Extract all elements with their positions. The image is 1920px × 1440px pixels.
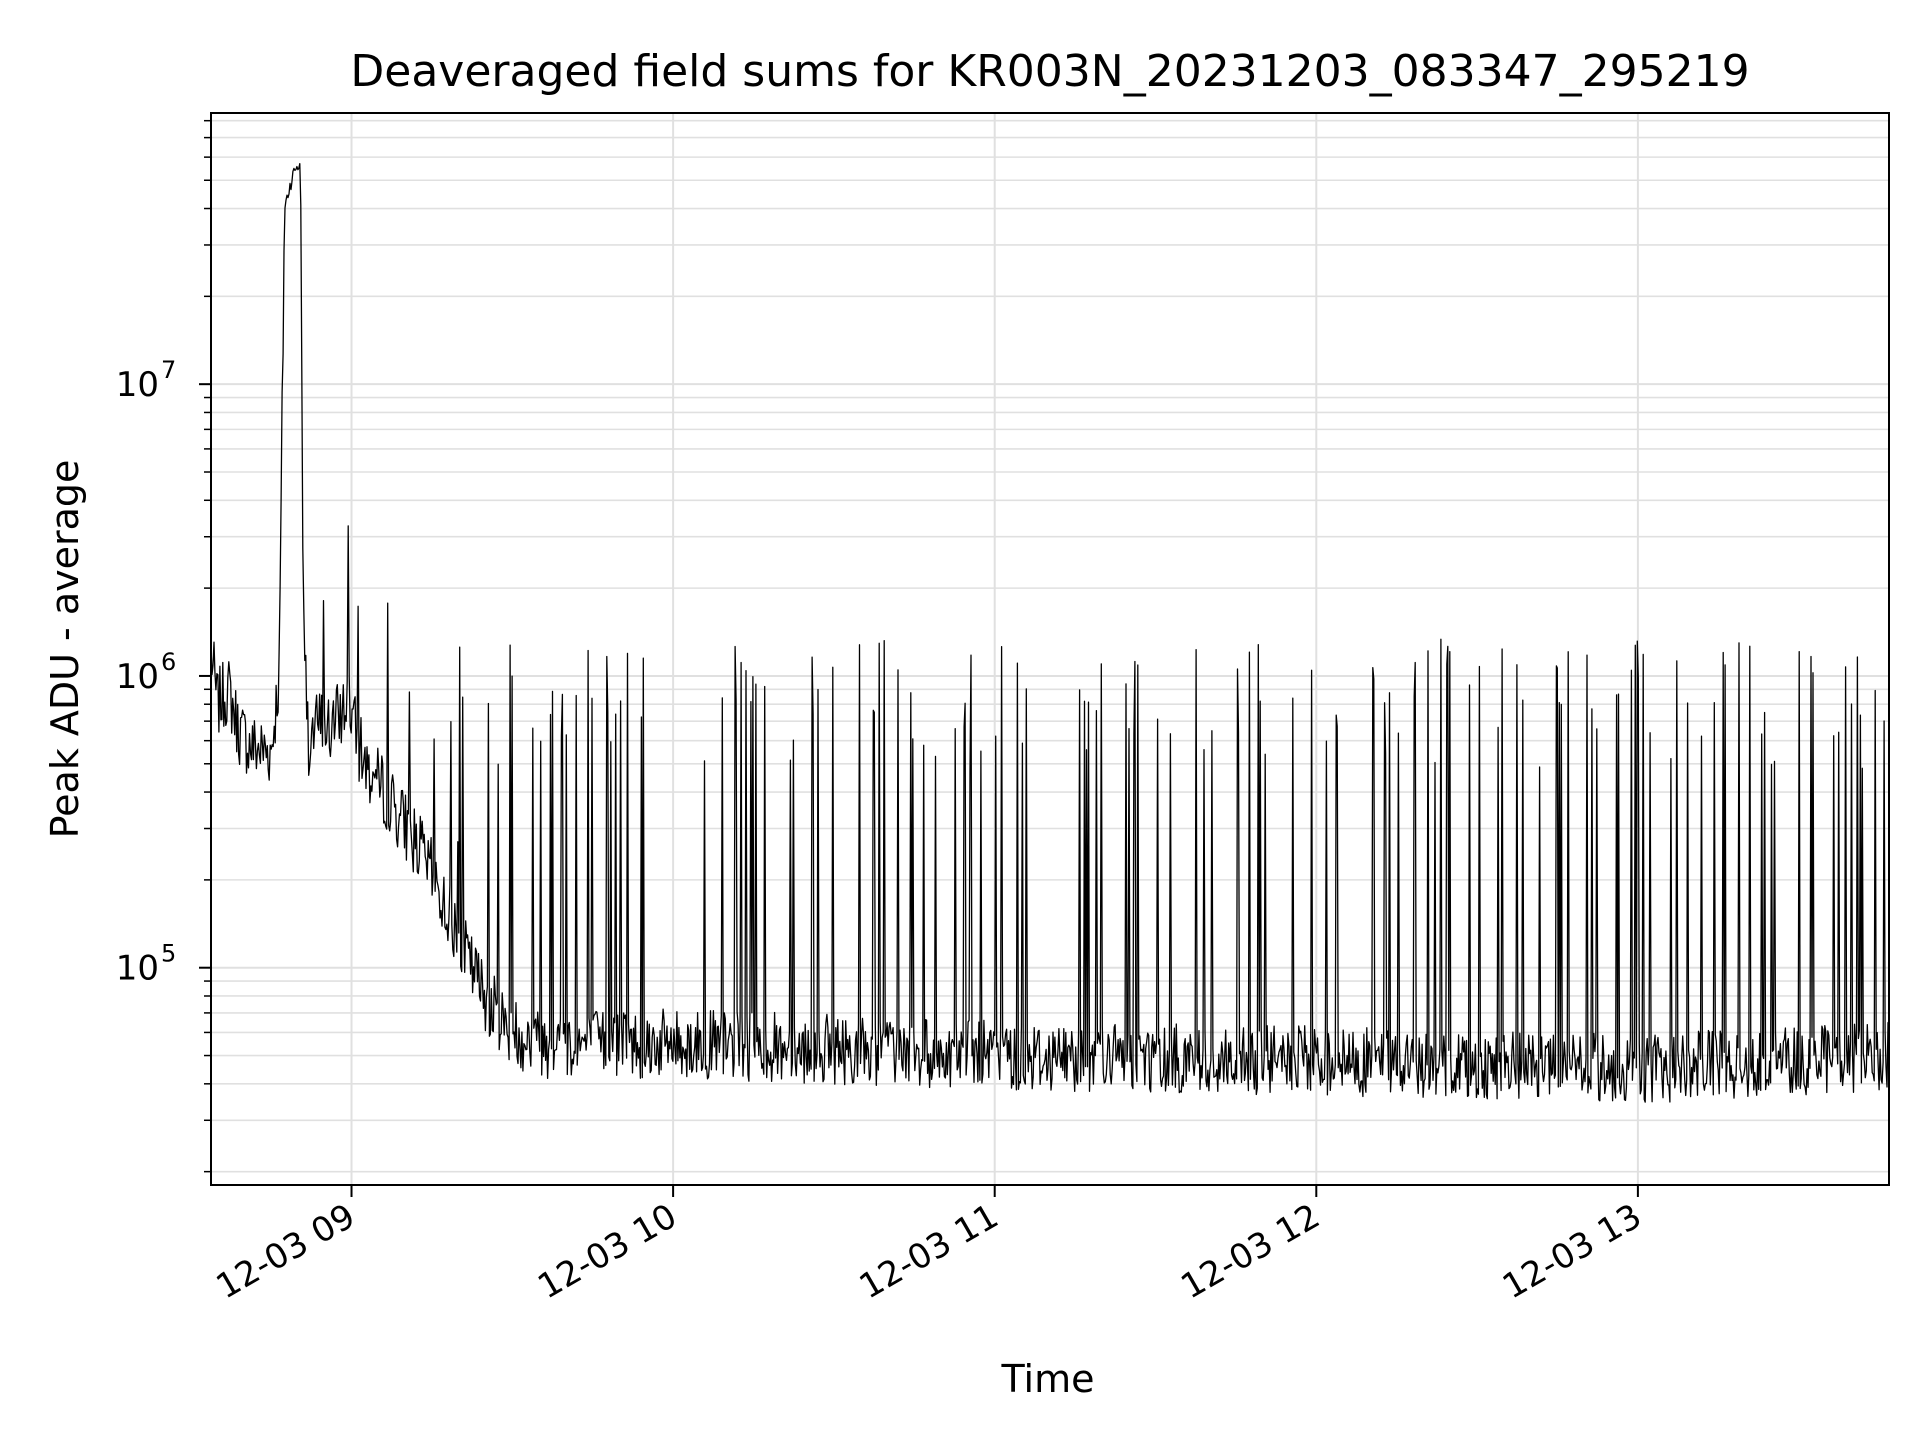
y-tick-label: 10 xyxy=(116,657,159,697)
x-tick-label: 12-03 13 xyxy=(1496,1196,1648,1307)
x-tick-label: 12-03 11 xyxy=(853,1196,1005,1307)
y-tick-exponent: 7 xyxy=(161,356,176,384)
x-tick-label: 12-03 09 xyxy=(210,1196,362,1307)
chart-title: Deaveraged field sums for KR003N_2023120… xyxy=(350,46,1749,97)
x-axis-label: Time xyxy=(1001,1357,1095,1401)
y-tick-exponent: 6 xyxy=(161,648,176,676)
x-tick-label: 12-03 10 xyxy=(531,1196,683,1307)
y-tick-exponent: 5 xyxy=(161,940,176,968)
plot-frame xyxy=(210,112,1890,1186)
y-tick-label: 10 xyxy=(116,365,159,405)
y-axis-label: Peak ADU - average xyxy=(43,460,87,839)
x-tick-label: 12-03 12 xyxy=(1174,1196,1326,1307)
series-line xyxy=(210,162,1890,1103)
y-tick-label: 10 xyxy=(116,949,159,989)
